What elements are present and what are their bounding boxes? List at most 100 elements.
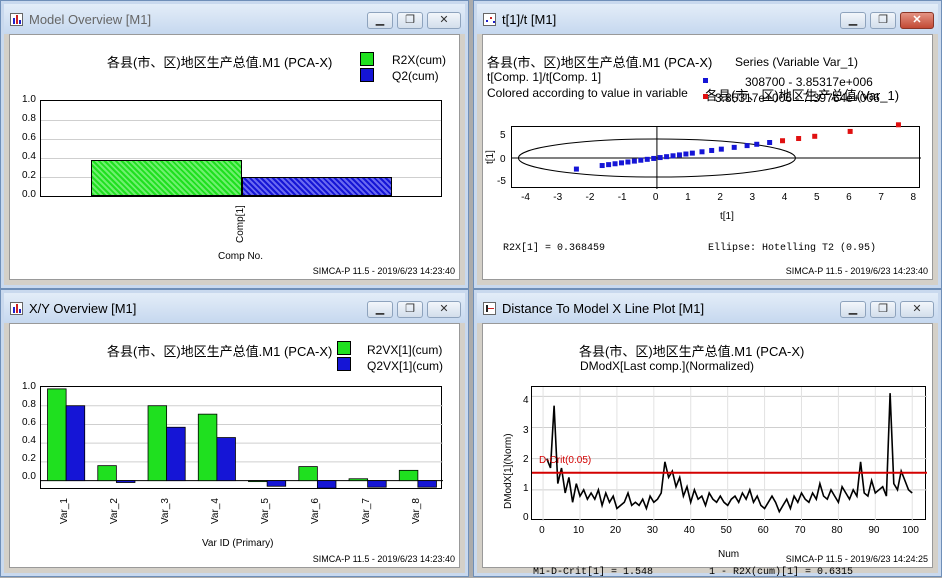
xtick: -4 [521,192,530,203]
bar-q2 [242,177,392,196]
score-point [606,162,612,168]
score-point [664,154,670,160]
score-plot-window[interactable]: t[1]/t [M1] ▁ ❐ ✕ 各县(市、区)地区生产总值.M1 (PCA-… [473,0,942,289]
ytick: 0.6 [22,132,36,143]
close-button[interactable]: ✕ [427,301,461,318]
score-point [847,128,853,134]
bar-r2x [91,160,242,196]
minimize-button[interactable]: ▁ [367,301,393,318]
scatter-plot-icon [483,13,496,26]
legend-label-high: 3.85317e+006 - 7.39764e+006 [715,91,880,105]
ytick: 0.8 [22,113,36,124]
xtick: 70 [794,525,806,536]
score-point [699,149,705,155]
x-axis-label: t[1] [720,211,734,222]
xtick: 50 [720,525,732,536]
bar-q2vx [65,405,86,482]
ytick: -5 [497,176,506,187]
bar-q2vx [417,480,437,488]
xtick: -2 [585,192,595,203]
window-title: Model Overview [M1] [29,12,152,27]
hotelling-ellipse [517,138,796,178]
xtick: -1 [617,192,627,203]
ytick: 4 [523,395,529,406]
bar-r2vx [348,478,369,482]
score-point [689,150,695,156]
ytick: 0 [500,154,506,165]
xtick: 20 [609,525,622,536]
xtick: 5 [813,192,820,203]
score-point [631,158,637,164]
model-overview-window[interactable]: Model Overview [M1] ▁ ❐ ✕ 各县(市、区)地区生产总值.… [0,0,469,289]
series-title: Series (Variable Var_1) [735,55,858,69]
chart-line3: Colored according to value in variable [487,86,688,100]
legend-swatch-low [703,78,708,83]
ytick: 0.4 [22,435,36,446]
xy-overview-window[interactable]: X/Y Overview [M1] ▁ ❐ ✕ 各县(市、区)地区生产总值.M1… [0,289,469,577]
dmodx-line [532,387,927,521]
minimize-button[interactable]: ▁ [367,12,393,29]
series-sub: 各县(市、区)地区生产总值(Var_1) [705,88,900,103]
legend-swatch-r2x [360,52,374,66]
minimize-button[interactable]: ▁ [840,301,866,318]
score-point [731,144,737,150]
restore-button[interactable]: ❐ [870,12,896,29]
close-button[interactable]: ✕ [900,301,934,318]
model-overview-chart-area: 各县(市、区)地区生产总值.M1 (PCA-X) R2X(cum) Q2(cum… [9,34,460,280]
chart-title: 各县(市、区)地区生产总值.M1 (PCA-X) [579,344,805,359]
legend-label-r2x: R2X(cum) [392,53,447,67]
minimize-button[interactable]: ▁ [840,12,866,29]
y-axis-label: t[1] [485,150,496,164]
bar-q2vx [266,480,287,487]
score-point [599,163,605,169]
ytick: 0.4 [22,151,36,162]
close-button[interactable]: ✕ [900,12,934,29]
bar-r2vx [398,469,419,482]
score-point [625,159,631,165]
xtick: 0 [539,525,545,536]
xtick: Var_1 [59,498,71,524]
dmodx-titlebar[interactable]: Distance To Model X Line Plot [M1] ▁ ❐ ✕ [477,293,938,323]
line-plot-icon [483,302,496,315]
bar-r2vx [47,388,67,482]
bar-r2vx [298,466,318,482]
legend-label-r2vx: R2VX[1](cum) [367,343,443,357]
xtick: Var_8 [410,498,422,524]
xtick: Var_5 [260,498,272,524]
ytick: 0.0 [22,189,36,200]
restore-button[interactable]: ❐ [870,301,896,318]
r2x-text: 1 - R2X(cum)[1] = 0.6315 [709,567,854,578]
bar-r2vx [97,465,117,482]
restore-button[interactable]: ❐ [397,12,423,29]
score-point [651,155,657,161]
score-point [709,147,715,153]
y-axis-label: DModX[1](Norm) [503,433,514,509]
score-point [767,140,773,145]
score-plot-chart-area: 各县(市、区)地区生产总值.M1 (PCA-X) t[Comp. 1]/t[Co… [482,34,933,280]
bar-q2vx [115,480,136,483]
xtick: Var_3 [159,498,171,524]
score-point [644,156,650,162]
bar-chart-icon [10,302,23,315]
restore-button[interactable]: ❐ [397,301,423,318]
plot-area [40,100,442,197]
x-axis-label: Num [718,549,740,560]
xtick: Var_6 [310,498,322,524]
xtick: 60 [757,525,769,536]
ytick: 1.0 [22,94,36,105]
close-button[interactable]: ✕ [427,12,461,29]
score-plot-titlebar[interactable]: t[1]/t [M1] ▁ ❐ ✕ [477,4,938,34]
score-point [754,141,760,147]
xtick: 3 [749,192,756,203]
score-point [895,122,901,128]
xy-overview-titlebar[interactable]: X/Y Overview [M1] ▁ ❐ ✕ [4,293,465,323]
window-title: X/Y Overview [M1] [29,301,137,316]
ytick: 0.6 [22,417,36,428]
ytick: 0.2 [22,453,36,464]
model-overview-titlebar[interactable]: Model Overview [M1] ▁ ❐ ✕ [4,4,465,34]
bar-r2vx [197,413,218,482]
plot-area [40,386,443,489]
ytick: 0 [523,512,529,523]
dmodx-window[interactable]: Distance To Model X Line Plot [M1] ▁ ❐ ✕… [473,289,942,578]
bar-r2vx [248,480,268,483]
